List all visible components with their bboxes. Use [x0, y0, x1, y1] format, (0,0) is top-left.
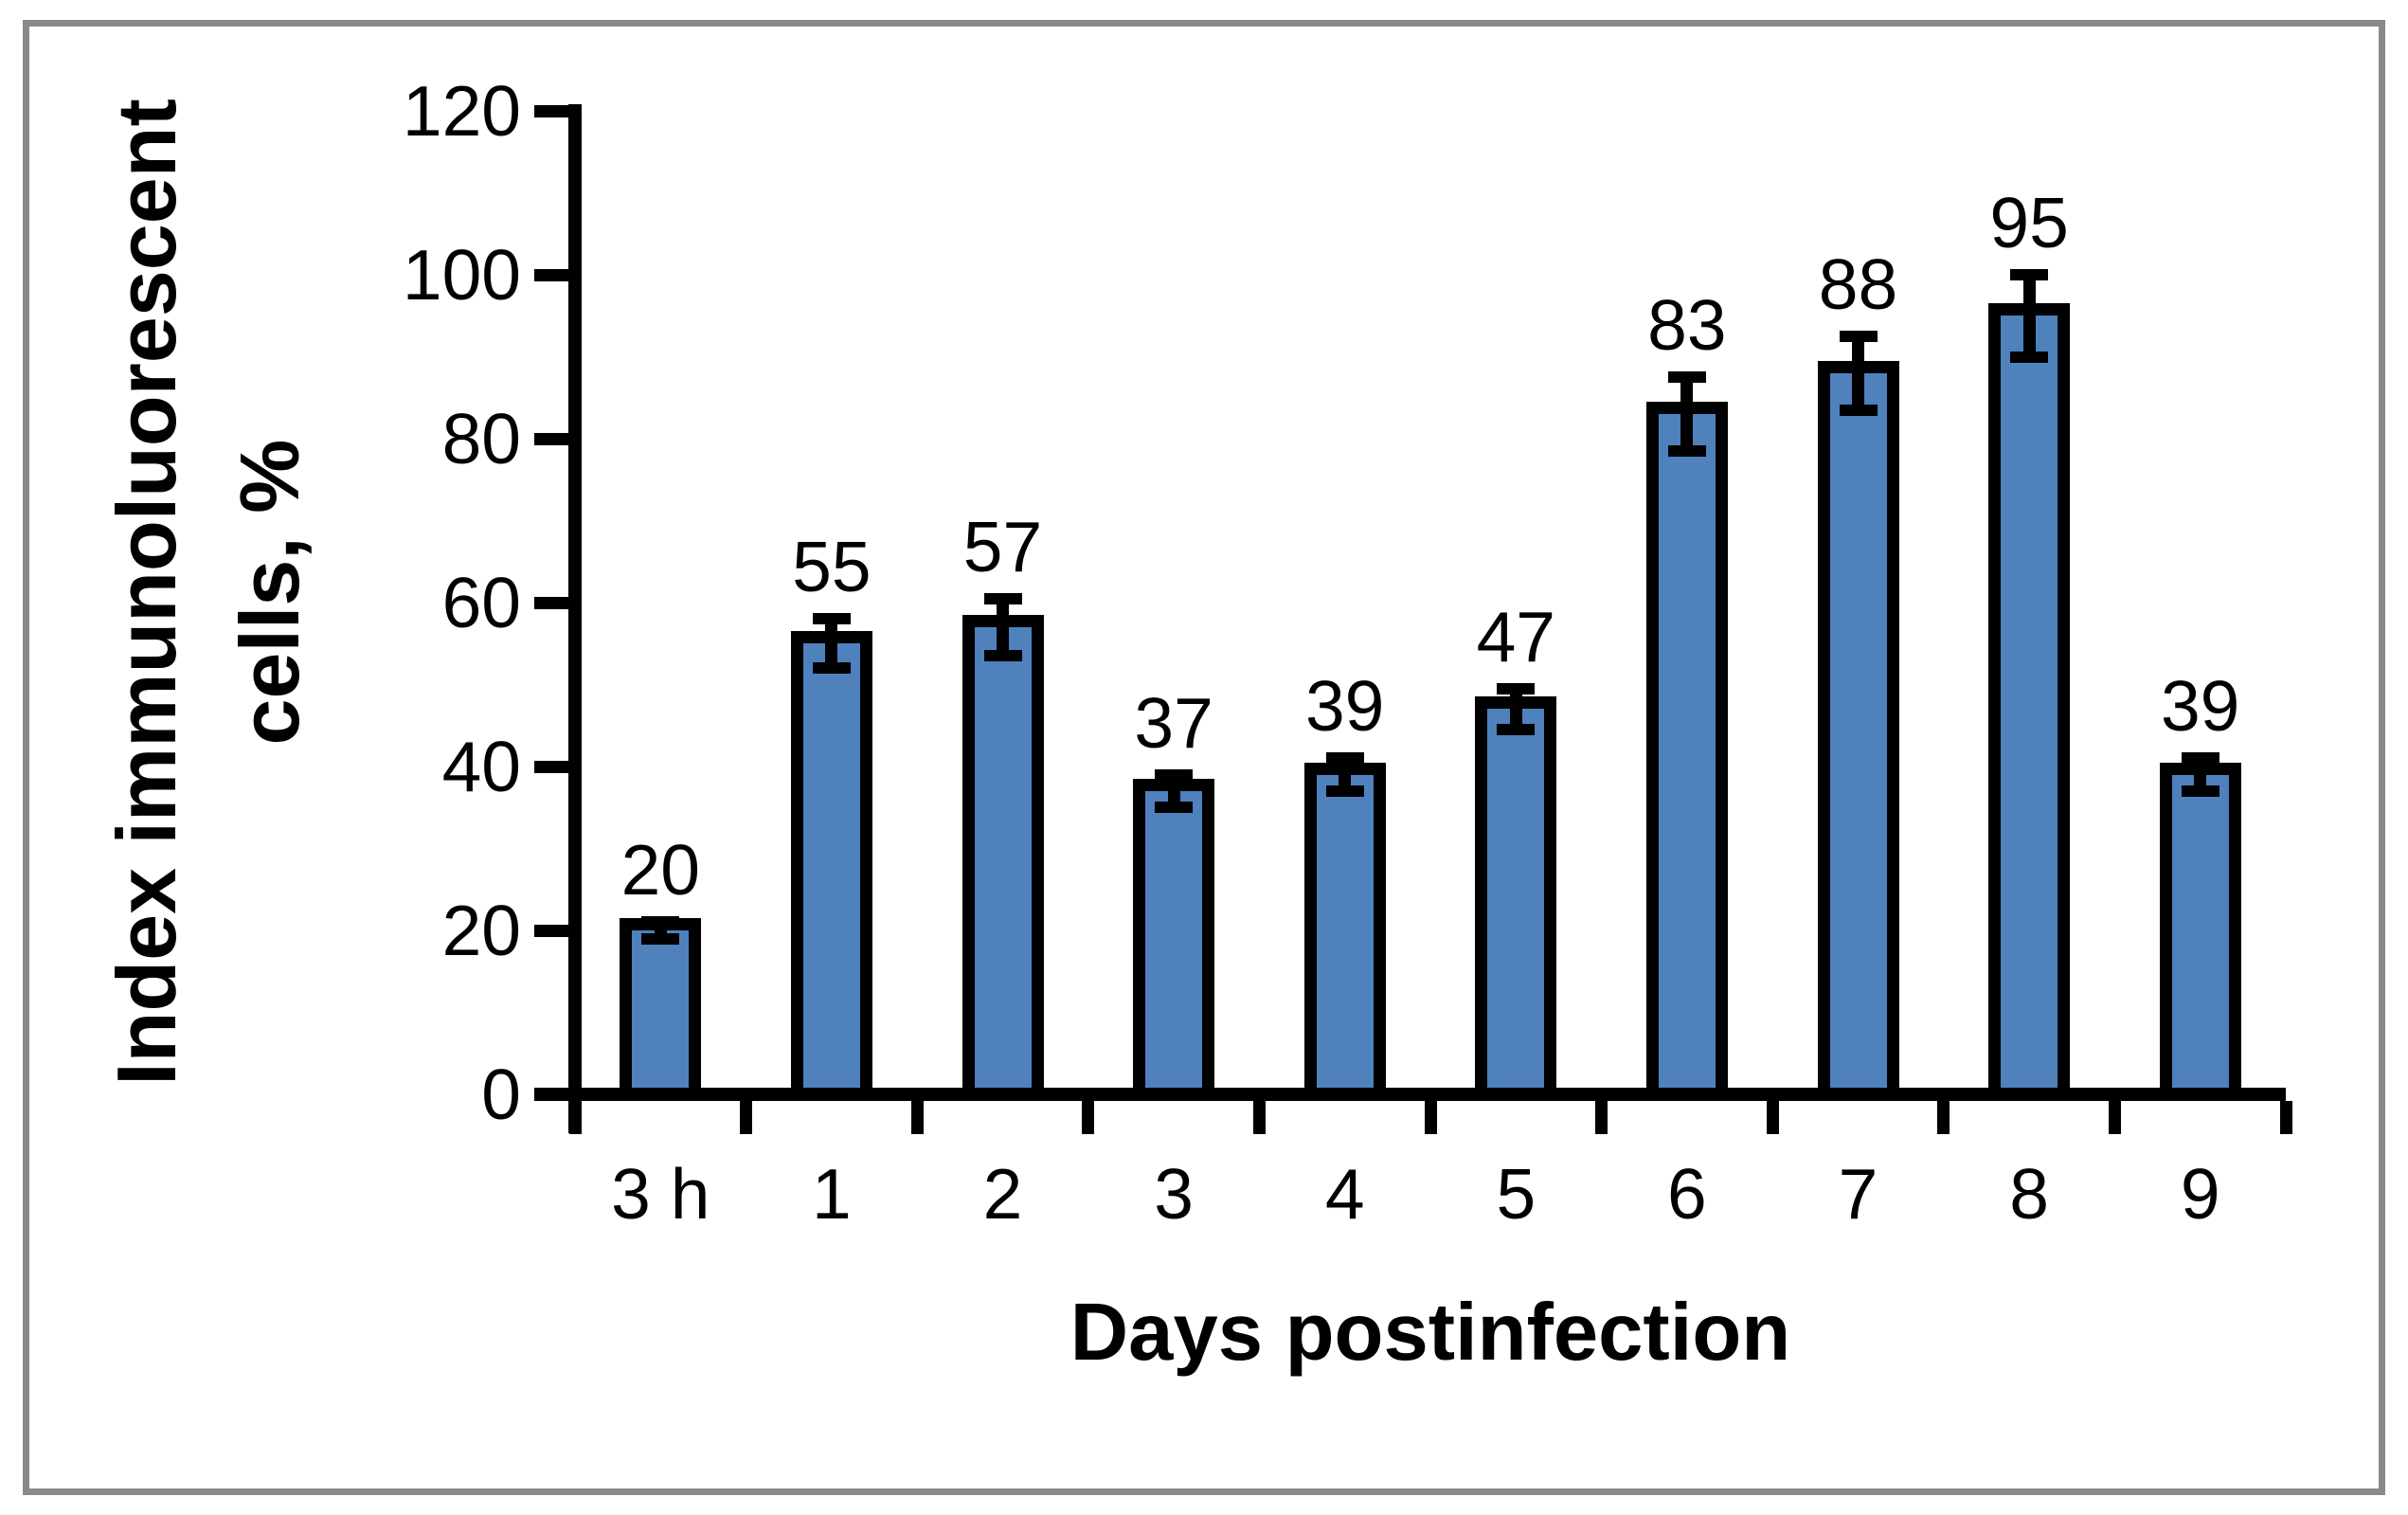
y-axis-title: Index immunoluorescent cells, % [85, 0, 341, 1255]
x-tick-mark [1595, 1101, 1608, 1134]
bar [961, 614, 1044, 1088]
x-tick-label: 8 [2009, 1154, 2049, 1234]
x-tick-label: 1 [812, 1154, 852, 1234]
y-tick-label: 100 [402, 235, 521, 315]
error-bar-stem [1167, 774, 1180, 808]
error-bar-cap-bottom [1155, 802, 1194, 814]
error-bar-cap-top [1325, 752, 1364, 765]
x-tick-mark [2108, 1101, 2121, 1134]
x-tick-mark [740, 1101, 753, 1134]
x-tick-mark [1424, 1101, 1437, 1134]
error-bar-cap-bottom [641, 932, 680, 945]
bar-data-label: 55 [792, 527, 872, 607]
y-tick-mark [534, 596, 568, 609]
bar-data-label: 88 [1818, 243, 1898, 324]
error-bar-stem [1852, 335, 1864, 410]
y-tick-label: 80 [441, 399, 521, 478]
x-tick-label: 5 [1496, 1154, 1536, 1234]
y-axis-line [568, 104, 582, 1133]
error-bar-cap-bottom [1667, 444, 1706, 457]
error-bar-cap-top [1839, 330, 1878, 342]
y-tick-mark [534, 268, 568, 281]
error-bar-cap-top [1667, 371, 1706, 384]
error-bar-stem [1339, 758, 1352, 791]
y-axis-title-line2: cells, % [223, 439, 316, 746]
error-bar-cap-top [812, 613, 851, 625]
y-tick-mark [534, 432, 568, 445]
error-bar-cap-bottom [1325, 785, 1364, 797]
y-tick-label: 60 [441, 563, 521, 642]
error-bar-cap-bottom [1497, 724, 1536, 736]
error-bar-cap-bottom [2181, 785, 2219, 797]
bar [1133, 778, 1215, 1088]
bar-data-label: 95 [1989, 183, 2069, 262]
y-tick-mark [534, 924, 568, 937]
x-tick-label: 6 [1667, 1154, 1707, 1234]
bar [1988, 303, 2071, 1088]
error-bar-cap-top [983, 592, 1022, 604]
y-tick-mark [534, 104, 568, 117]
y-axis-title-line1: Index immunoluorescent [99, 99, 193, 1086]
bar-data-label: 39 [1304, 666, 1385, 747]
x-tick-mark [910, 1101, 924, 1134]
error-bar-stem [2194, 758, 2207, 791]
bar [1817, 360, 1899, 1088]
error-bar-cap-top [1155, 768, 1194, 781]
x-tick-mark [2279, 1101, 2292, 1134]
x-tick-mark [1937, 1101, 1950, 1134]
bar-data-label: 47 [1476, 596, 1556, 676]
x-axis-line [534, 1088, 2286, 1101]
error-bar-stem [825, 619, 838, 669]
x-tick-label: 9 [2180, 1154, 2220, 1234]
error-bar-cap-top [2181, 752, 2219, 765]
y-tick-label: 40 [441, 727, 521, 806]
bar-data-label: 57 [962, 506, 1043, 586]
error-bar-cap-top [1497, 682, 1536, 694]
x-tick-mark [1766, 1101, 1779, 1134]
error-bar-cap-bottom [1839, 404, 1878, 416]
bar [1645, 402, 1728, 1088]
x-tick-label: 7 [1838, 1154, 1878, 1234]
x-axis-title: Days postinfection [1069, 1288, 1791, 1378]
bar [1303, 762, 1386, 1088]
bar-data-label: 39 [2160, 666, 2240, 747]
bar [1475, 696, 1557, 1088]
error-bar-cap-bottom [983, 650, 1022, 662]
x-tick-mark [1082, 1101, 1095, 1134]
error-bar-stem [997, 598, 1009, 657]
y-tick-mark [534, 760, 568, 773]
y-tick-label: 120 [402, 71, 521, 151]
error-bar-stem [1680, 377, 1694, 451]
x-tick-mark [1252, 1101, 1266, 1134]
error-bar-stem [1509, 688, 1522, 730]
error-bar-cap-bottom [2010, 351, 2049, 363]
bar [2159, 762, 2241, 1088]
x-tick-label: 4 [1324, 1154, 1365, 1234]
error-bar-cap-bottom [812, 662, 851, 675]
bar-data-label: 20 [620, 830, 701, 911]
error-bar-cap-top [2010, 269, 2049, 280]
error-bar-cap-top [641, 916, 680, 929]
y-tick-mark [534, 1088, 568, 1101]
bar [790, 631, 872, 1088]
x-tick-label: 3 [1154, 1154, 1194, 1234]
error-bar-stem [2022, 275, 2036, 357]
y-tick-label: 0 [481, 1055, 521, 1134]
x-tick-label: 2 [982, 1154, 1023, 1234]
x-tick-label: 3 h [611, 1154, 710, 1234]
y-tick-label: 20 [441, 891, 521, 970]
bar-data-label: 83 [1647, 285, 1727, 366]
bar-data-label: 37 [1134, 682, 1213, 763]
x-tick-mark [568, 1101, 582, 1134]
